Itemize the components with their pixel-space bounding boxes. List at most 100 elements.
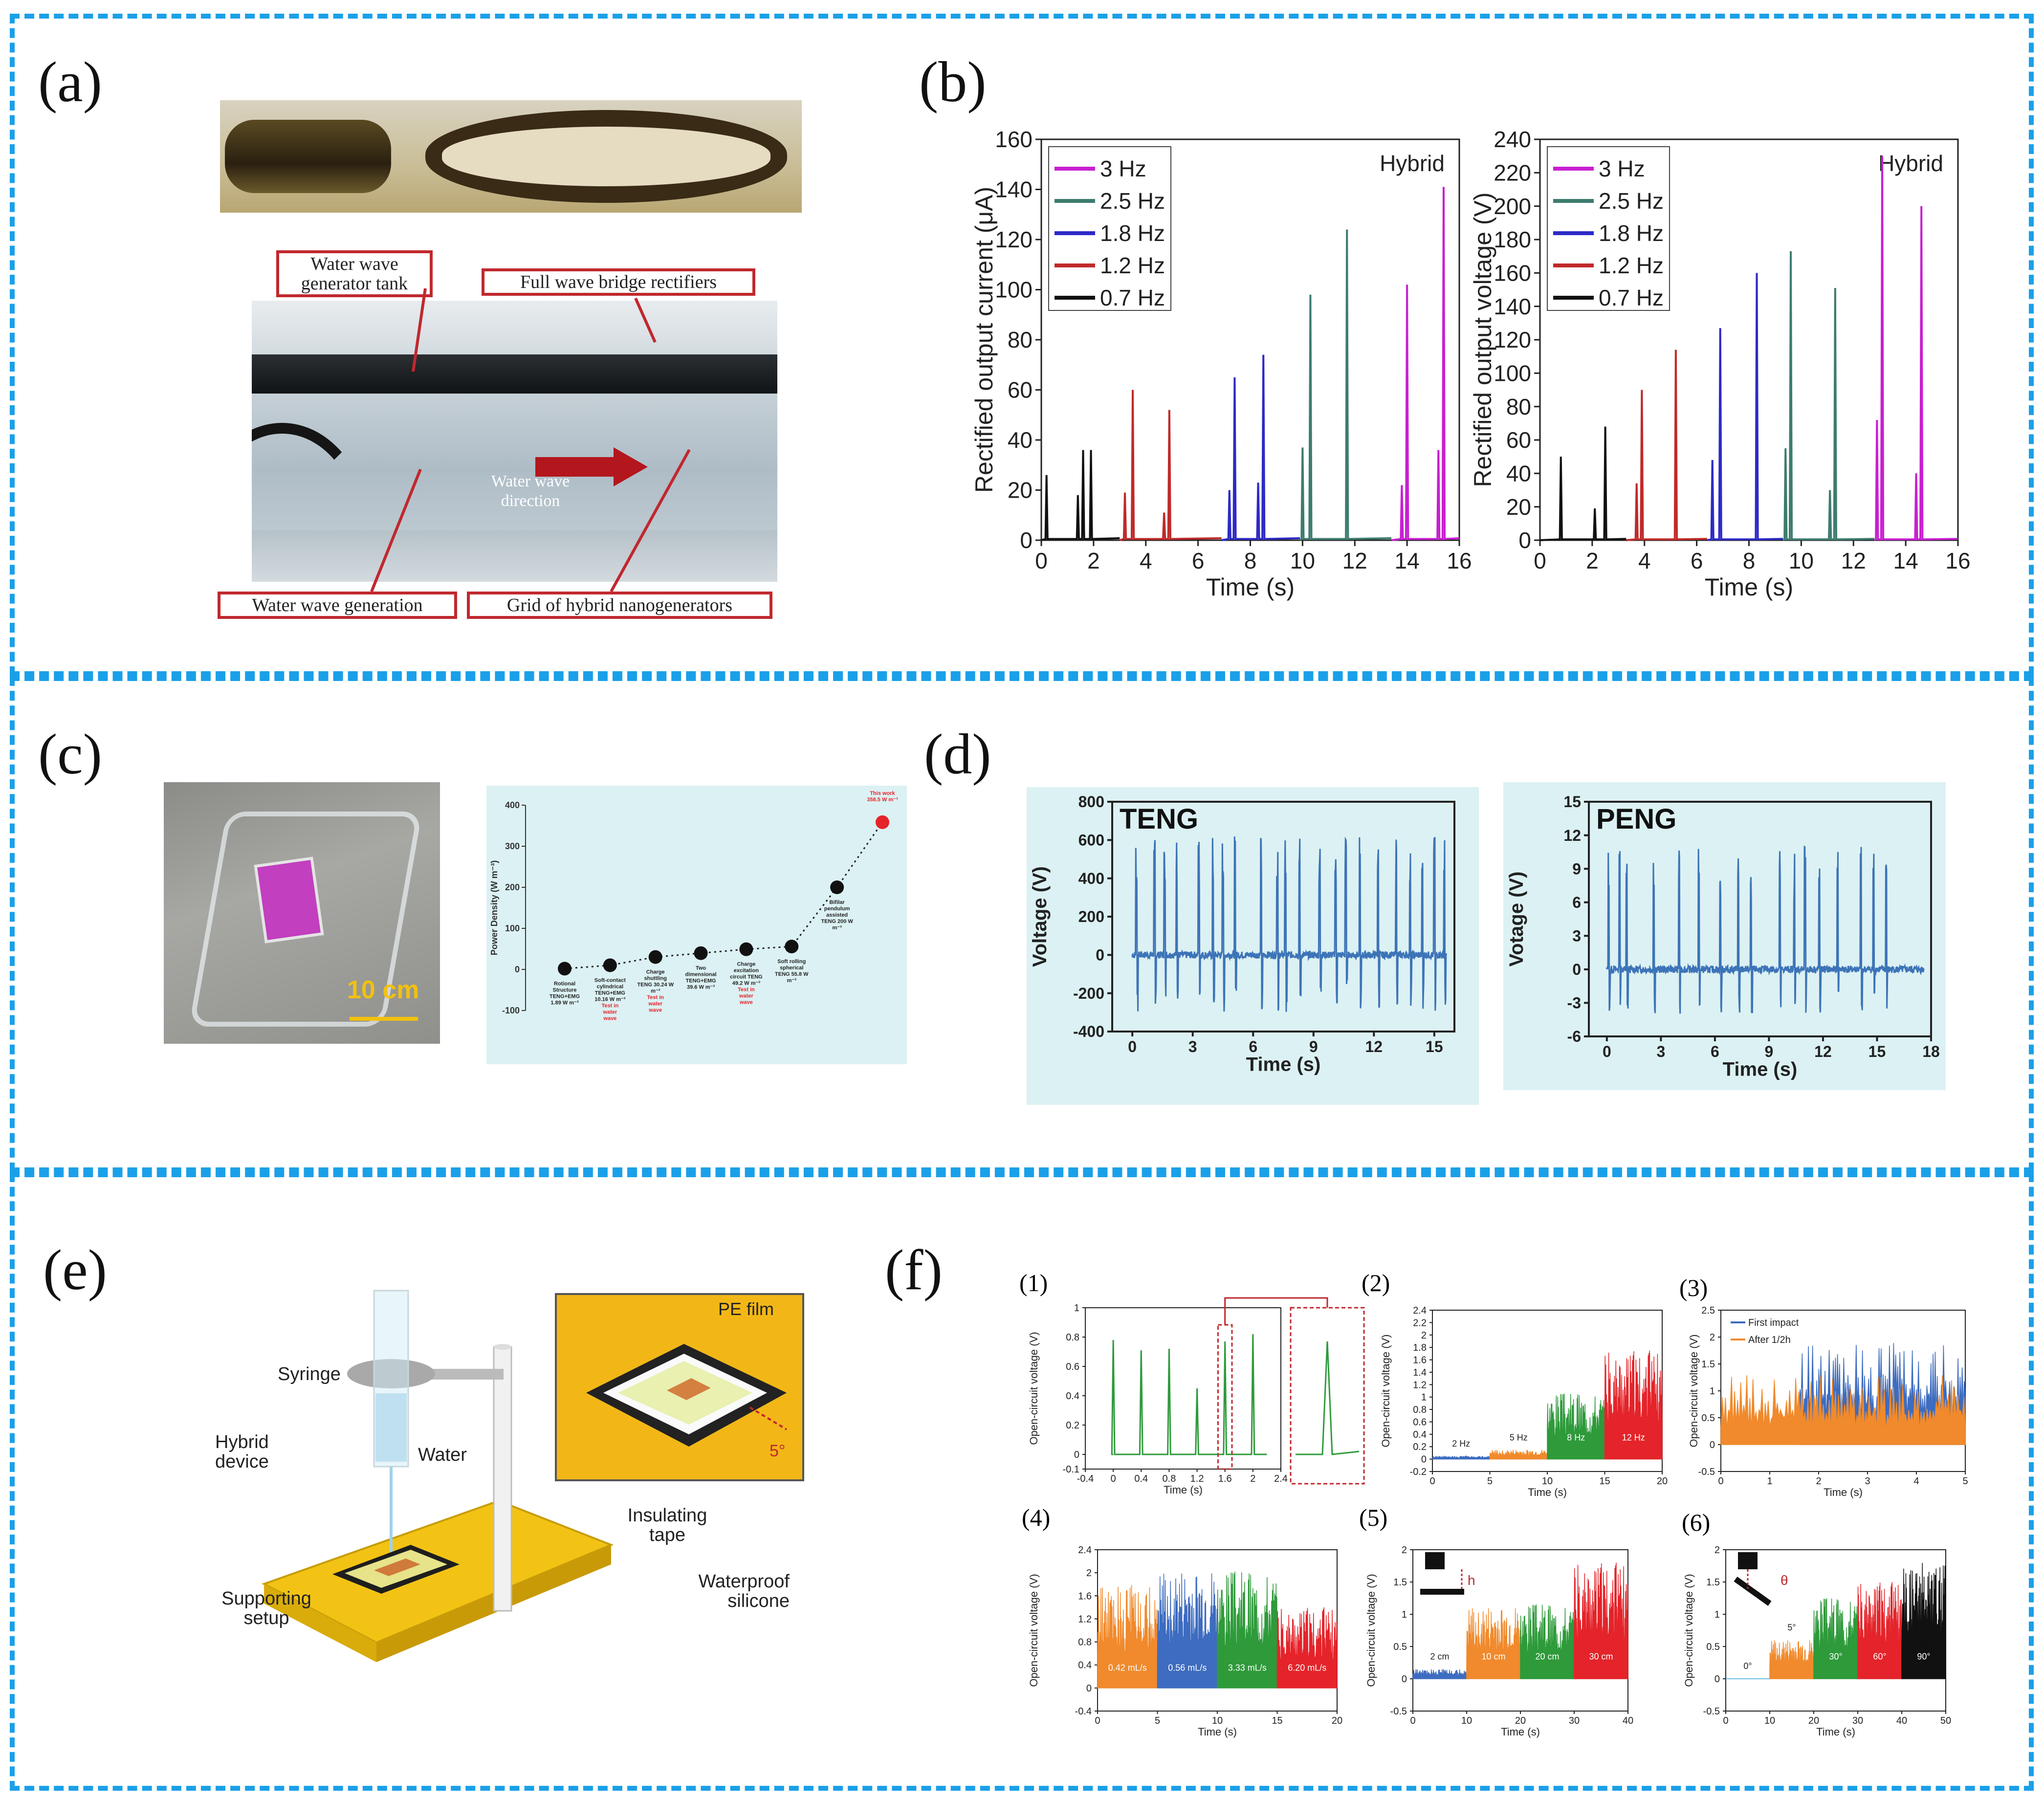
y-axis-label: Power Density (W m⁻³): [489, 860, 499, 956]
y-tick-label: 0: [1714, 1674, 1720, 1685]
x-tick-label: 4: [1913, 1476, 1919, 1487]
legend-label: 0.7 Hz: [1599, 285, 1664, 310]
legend-box: [1547, 146, 1670, 311]
y-tick-label: 2.4: [1413, 1305, 1427, 1316]
teng-card: [1027, 787, 1479, 1105]
segment-trace: [1520, 1604, 1575, 1679]
chart-teng-voltage: 0 3 6 9 12 15 -400 -200 0 200 400 600 800 Time (s) Vol…: [1029, 793, 1455, 1075]
segment-trace: [1466, 1608, 1521, 1679]
x-tick-label: 1: [1767, 1476, 1772, 1487]
y-tick-label: 0: [1402, 1674, 1407, 1685]
y-tick-label: 220: [1494, 160, 1531, 185]
y-tick-label: 0: [1020, 527, 1033, 553]
segment-trace: [1547, 1393, 1605, 1460]
y-tick-label: 80: [1506, 394, 1531, 419]
data-point: [603, 958, 617, 972]
wave-direction-label: Water wave direction: [491, 472, 570, 510]
point-label: Bifilar: [830, 900, 845, 905]
point-label: m⁻³: [833, 925, 842, 931]
panel-label-b: (b): [919, 50, 987, 114]
point-label: 358.5 W m⁻³: [867, 797, 898, 803]
series-trace-2.5Hz: [1782, 251, 1875, 541]
x-tick-label: 10: [1212, 1715, 1223, 1726]
scale-label: 10 cm: [347, 976, 419, 1004]
y-tick-label: 300: [505, 841, 520, 851]
segment-trace: [1857, 1582, 1902, 1679]
segment-trace: [1157, 1573, 1218, 1689]
x-tick-label: 2: [1586, 548, 1599, 573]
support-pole: [493, 1346, 512, 1612]
callout-tank: Water wave generator tank: [276, 250, 433, 297]
segment-trace: [1604, 1350, 1663, 1460]
data-point: [830, 880, 844, 894]
annotation-hybrid: Hybrid: [1380, 151, 1445, 176]
x-tick-label: 40: [1896, 1715, 1907, 1726]
data-point: [694, 946, 708, 960]
point-label: cylindrical: [597, 984, 623, 989]
segment-label: 20 cm: [1535, 1651, 1559, 1661]
point-label: Charge: [737, 962, 755, 967]
segment-label: 30°: [1829, 1651, 1842, 1661]
y-tick-label: 1: [1710, 1386, 1715, 1397]
chart-peng-voltage: 0 3 6 9 12 15 18 -6 -3 0 3 6 9 12 15 Time (s) Votage (V)…: [1506, 793, 1940, 1080]
segment-label: 0.56 mL/s: [1168, 1663, 1207, 1673]
label-insulating-tape: Insulating tape: [627, 1505, 707, 1545]
segment-label: 30 cm: [1589, 1651, 1613, 1661]
y-axis-label: Open-circuit voltage (V): [1365, 1574, 1377, 1687]
chart-rectified-voltage: 0 2 4 6 8 10 12 14 16020406080100120140160180200…: [1469, 127, 1971, 601]
segment-trace: [1217, 1572, 1278, 1689]
chart-title: PENG: [1596, 803, 1676, 835]
open-device: [425, 110, 787, 203]
point-label: excitation: [734, 968, 759, 974]
series-trace-3Hz: [1874, 156, 1958, 541]
panel-label-c: (c): [38, 722, 102, 786]
point-note: Test in: [647, 995, 664, 1001]
point-label: circuit TENG: [730, 974, 763, 980]
x-tick-label: 10: [1461, 1715, 1472, 1726]
y-tick-label: -0.5: [1703, 1706, 1720, 1717]
annotation-hybrid: Hybrid: [1878, 151, 1943, 176]
chart-power-density: -100 0 100 200 300 400 Power Density (W m⁻³) Ro…: [489, 791, 898, 1022]
point-label: TENG+EMG: [595, 990, 625, 996]
magenta-module: [254, 857, 324, 944]
segment-label: 10 cm: [1481, 1651, 1505, 1661]
y-tick-label: 2: [1714, 1545, 1720, 1556]
y-tick-label: 200: [505, 882, 520, 892]
y-axis-label: Open-circuit voltage (V): [1688, 1334, 1700, 1447]
y-tick-label: 0: [1572, 961, 1581, 978]
legend-label: 1.2 Hz: [1100, 253, 1165, 278]
y-axis-label: Open-circuit voltage (V): [1380, 1334, 1392, 1447]
y-tick-label: 800: [1078, 793, 1104, 811]
f-label-1: (1): [1019, 1269, 1048, 1296]
chart-title: TENG: [1120, 803, 1198, 835]
y-tick-label: 1: [1714, 1609, 1720, 1620]
inset-device-icon: [586, 1344, 788, 1447]
y-tick-label: 160: [1494, 260, 1531, 286]
x-tick-label: 6: [1711, 1043, 1719, 1060]
label-water: Water: [418, 1445, 467, 1465]
y-tick-label: 0.5: [1706, 1642, 1720, 1652]
y-tick-label: 0.6: [1413, 1417, 1427, 1428]
x-tick-label: 6: [1691, 548, 1703, 573]
panel-label-d: (d): [924, 722, 991, 786]
plot-frame: [1085, 1307, 1281, 1470]
y-tick-label: 0.5: [1393, 1642, 1407, 1652]
y-tick-label: -0.4: [1075, 1706, 1092, 1717]
scale-bar: [350, 1017, 418, 1021]
device-zoom-inset: PE film 5°: [555, 1293, 804, 1481]
point-note: water: [739, 993, 753, 999]
x-tick-label: 16: [1945, 548, 1970, 573]
tank-lid: [252, 354, 777, 394]
x-tick-label: 0: [1723, 1715, 1728, 1726]
x-tick-label: 3: [1865, 1476, 1870, 1487]
y-tick-label: 0: [1421, 1454, 1427, 1465]
float-device-photo: 10 cm: [164, 782, 440, 1044]
y-tick-label: 140: [995, 177, 1033, 202]
f-label-6: (6): [1682, 1509, 1711, 1536]
y-tick-label: 1.5: [1706, 1577, 1720, 1588]
x-tick-label: 12: [1342, 548, 1367, 573]
data-point: [558, 962, 571, 976]
y-tick-label: -3: [1567, 994, 1581, 1012]
